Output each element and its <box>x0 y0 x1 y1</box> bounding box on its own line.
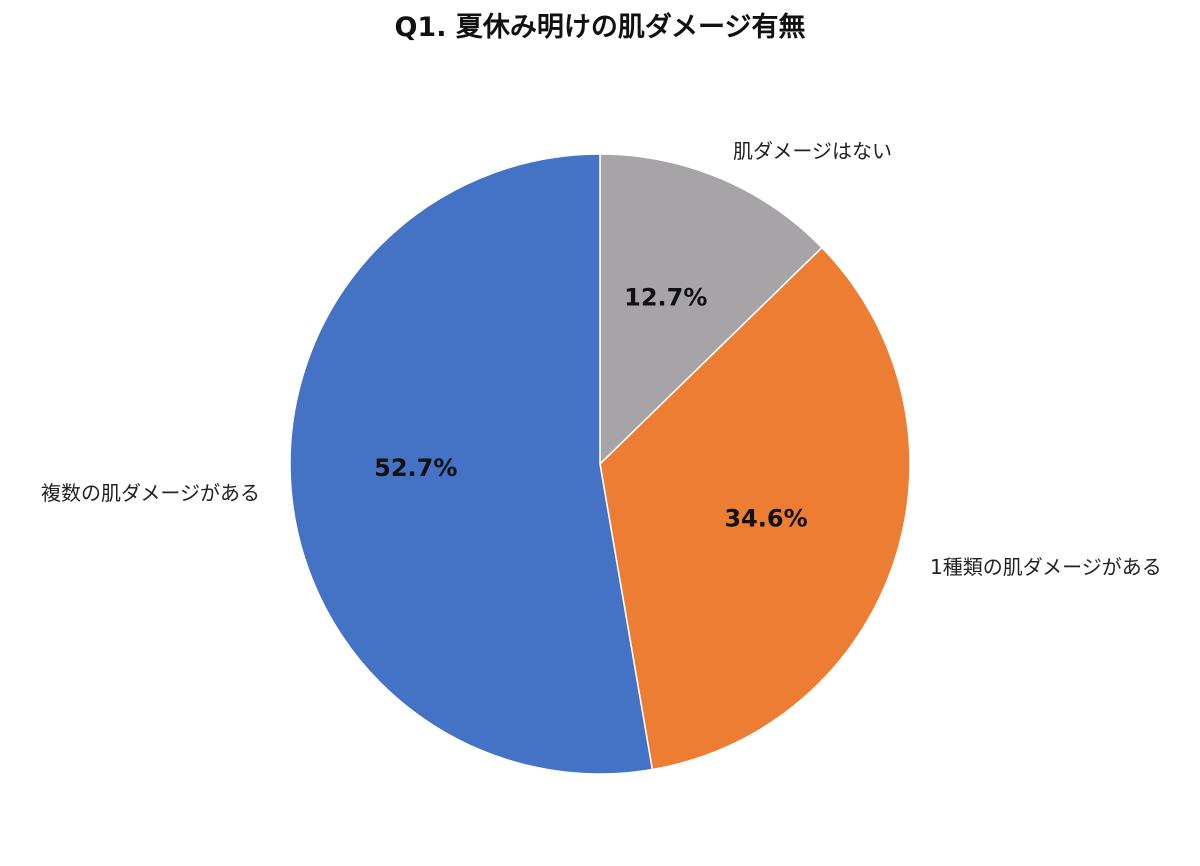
pie-slices <box>289 153 911 775</box>
chart-title: Q1. 夏休み明けの肌ダメージ有無 <box>394 11 805 43</box>
slice-category-label: 1種類の肌ダメージがある <box>930 555 1162 579</box>
pie-slice-1 <box>599 153 824 466</box>
slice-percent-label: 52.7% <box>374 454 457 482</box>
pie-slice-2 <box>599 246 911 771</box>
slice-category-label: 肌ダメージはない <box>733 139 892 163</box>
pie-slice-3 <box>289 153 654 775</box>
slice-category-label: 複数の肌ダメージがある <box>41 481 260 505</box>
percent-labels: 12.7% 34.6% 52.7% <box>374 283 807 532</box>
slice-percent-label: 34.6% <box>724 505 807 533</box>
slice-percent-label: 12.7% <box>624 283 707 311</box>
category-labels: 肌ダメージはない 1種類の肌ダメージがある 複数の肌ダメージがある <box>41 139 1162 579</box>
